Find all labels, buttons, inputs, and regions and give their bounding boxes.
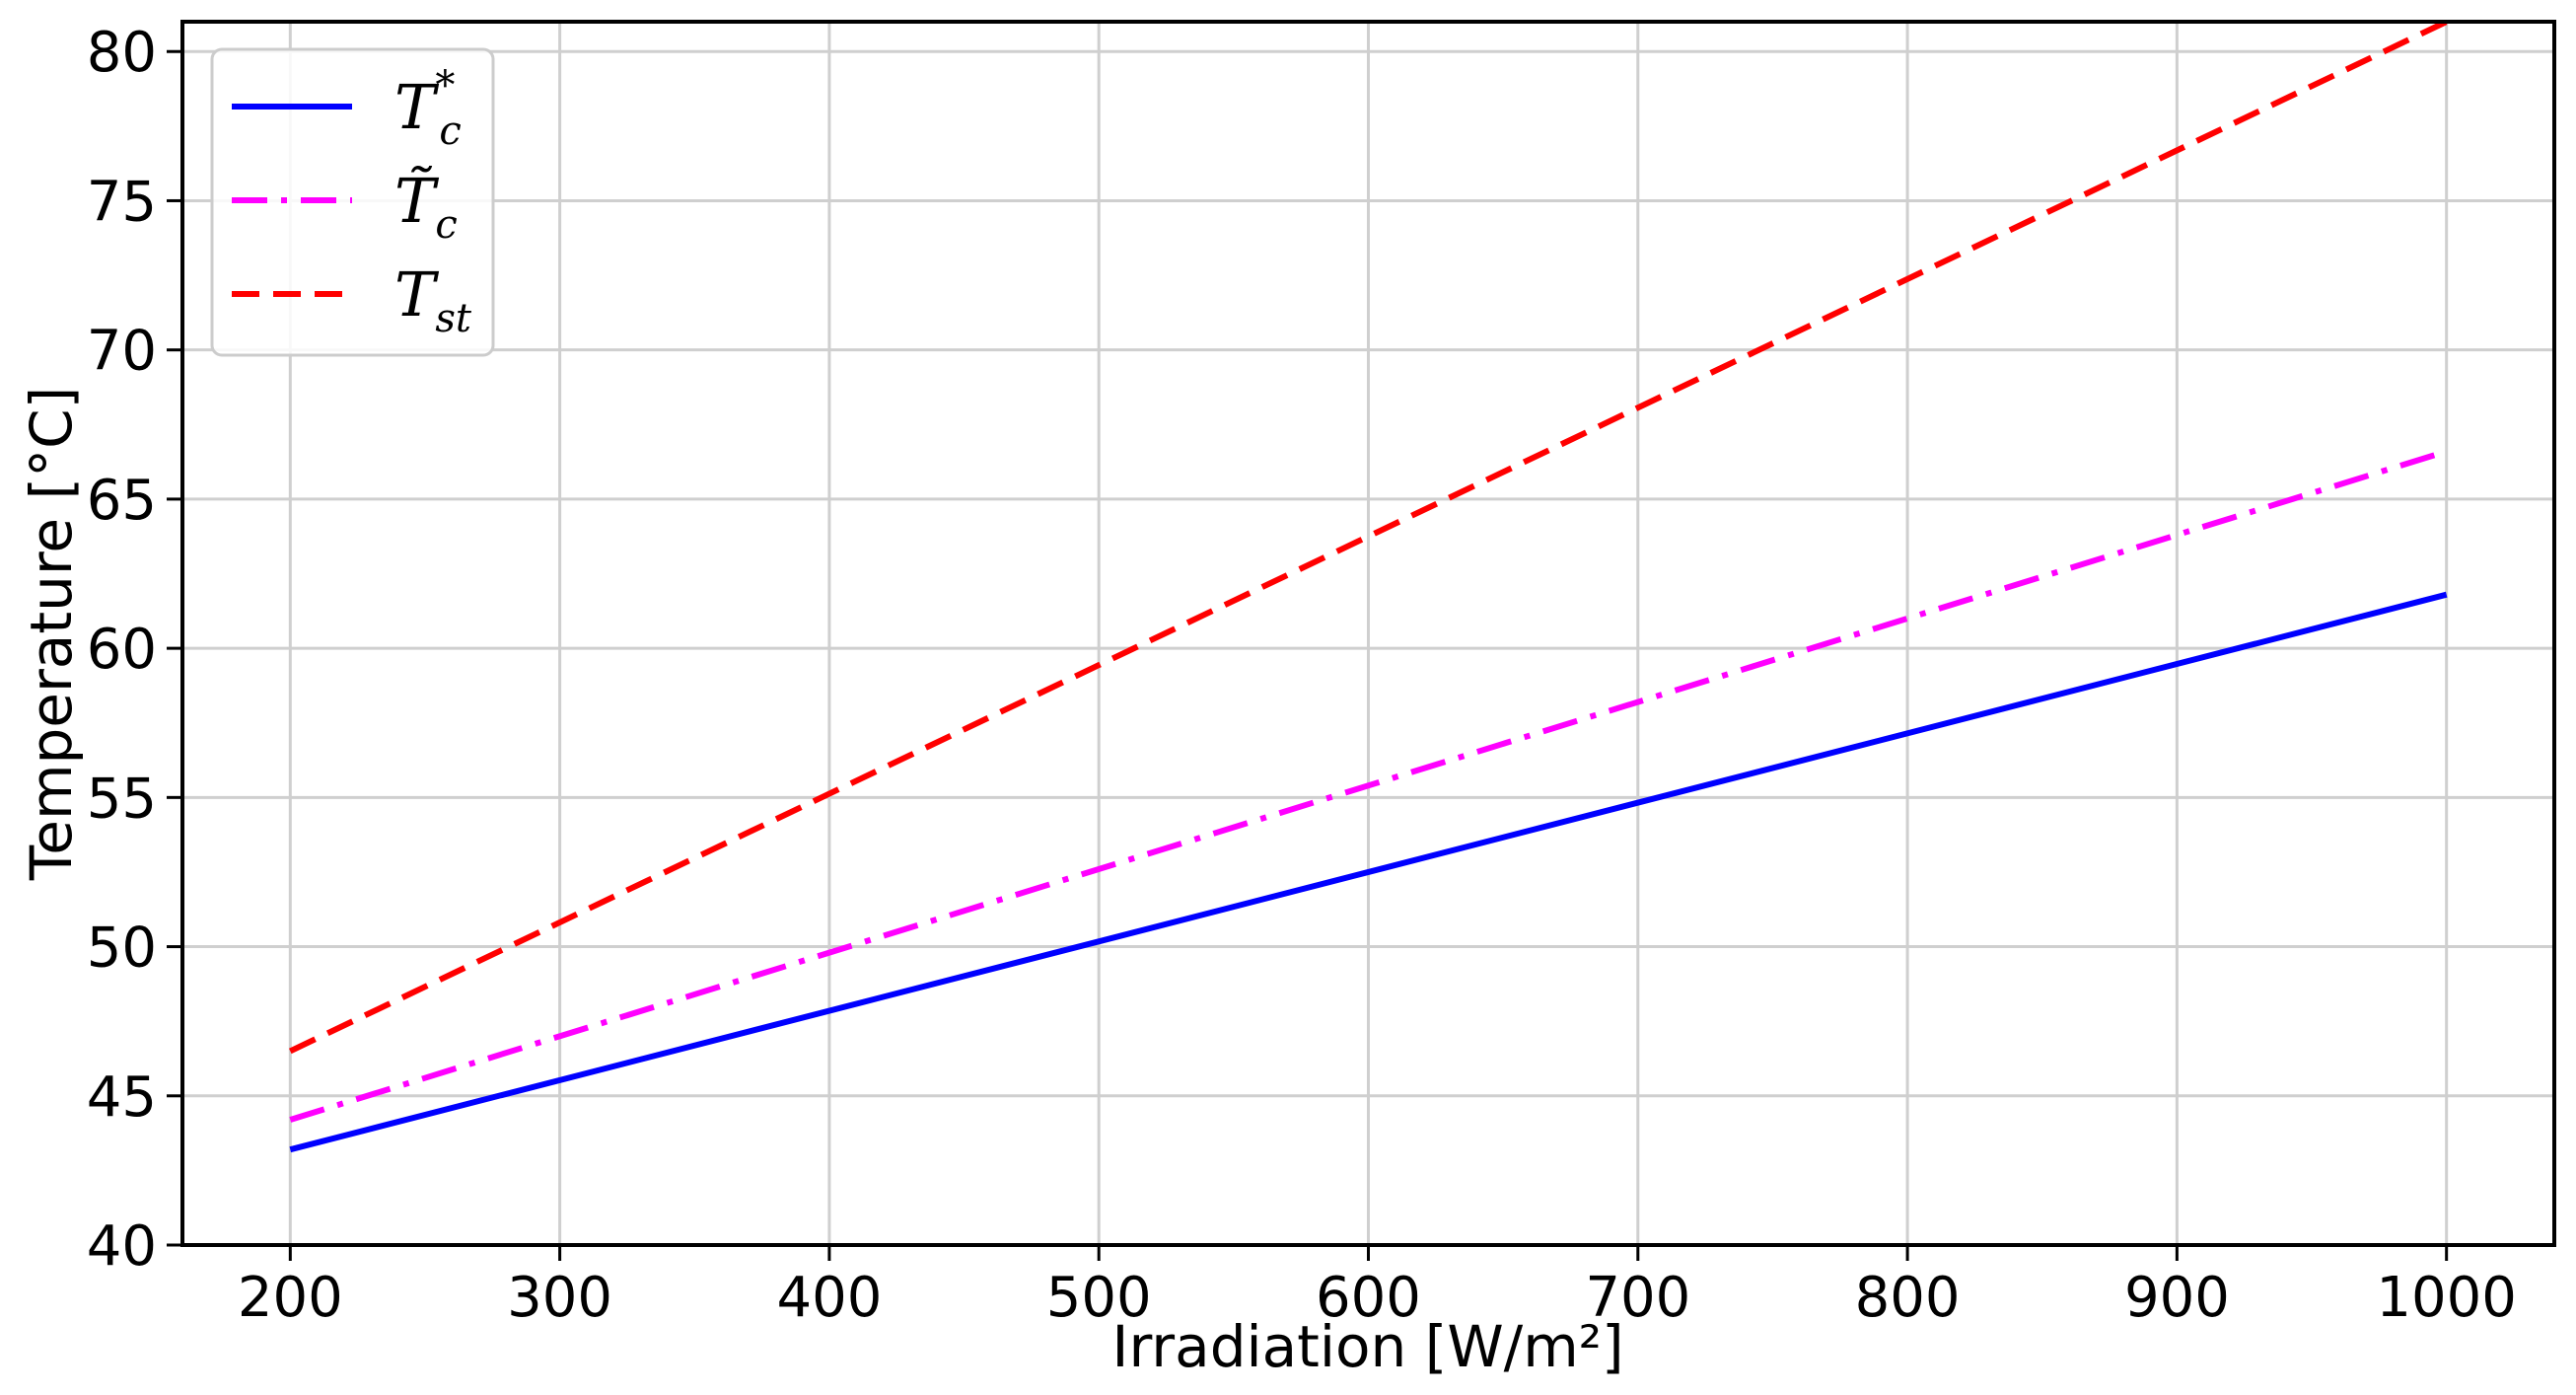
legend-box: [210, 47, 495, 357]
x-axis-label: Irradiation [W/m²]: [1111, 1313, 1623, 1380]
y-tick-label: 60: [87, 618, 157, 682]
x-tick-label: 800: [1855, 1266, 1961, 1330]
y-tick-label: 45: [87, 1065, 157, 1130]
y-axis-ticks: 40 45 50 55 60 65 70 75 80: [87, 21, 182, 1279]
y-tick-label: 75: [87, 170, 157, 234]
x-tick-label: 700: [1585, 1266, 1690, 1330]
y-tick-label: 65: [87, 469, 157, 533]
x-tick-label: 600: [1316, 1266, 1421, 1330]
y-tick-label: 50: [87, 917, 157, 981]
x-tick-label: 500: [1046, 1266, 1152, 1330]
y-axis-label: Temperature [°C]: [18, 387, 85, 882]
series-line-dashed: [289, 22, 2448, 1055]
series-line-dashdot: [289, 448, 2448, 1123]
y-tick-label: 70: [87, 320, 157, 384]
x-tick-label: 1000: [2376, 1266, 2517, 1330]
x-tick-label: 400: [776, 1266, 882, 1330]
series-lines: [289, 22, 2448, 1153]
grid-lines: [182, 22, 2554, 1247]
x-tick-label: 300: [507, 1266, 612, 1330]
x-axis-ticks: 200 300 400 500 600 700 800 900 1000: [238, 1245, 2517, 1330]
y-tick-label: 55: [87, 767, 157, 831]
y-tick-label: 40: [87, 1214, 157, 1279]
y-tick-label: 80: [87, 21, 157, 85]
series-line-solid: [289, 591, 2448, 1153]
x-tick-label: 900: [2124, 1266, 2230, 1330]
legend-label: T* c: [394, 63, 462, 154]
x-tick-label: 200: [238, 1266, 343, 1330]
